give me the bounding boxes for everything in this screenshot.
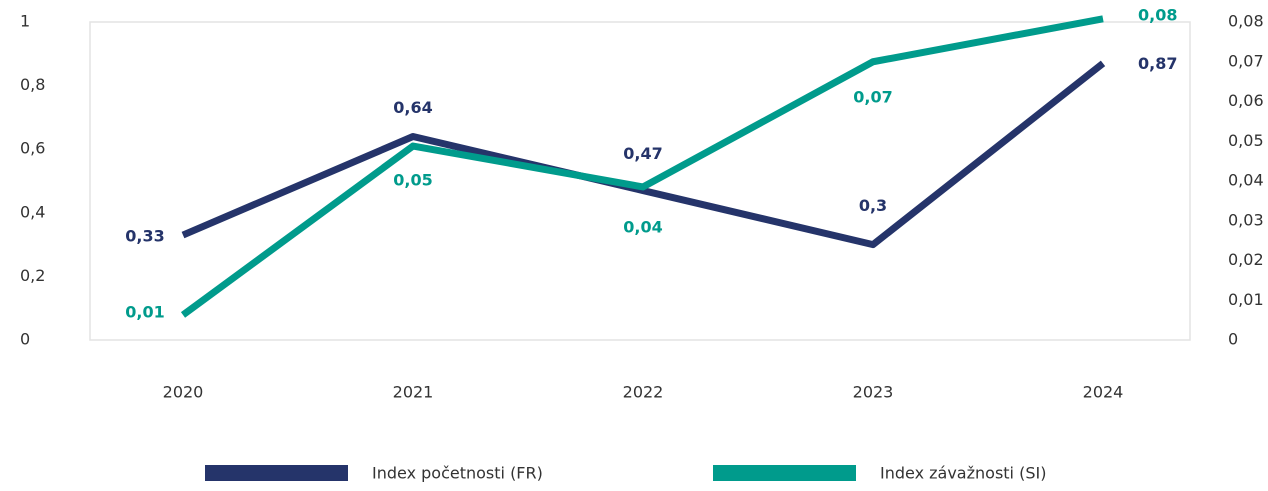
data-label: 0,3: [859, 196, 887, 215]
y2-tick-label: 0,06: [1228, 91, 1264, 110]
data-label: 0,01: [125, 302, 164, 321]
y-tick-label: 0: [20, 330, 30, 349]
legend-swatch: [205, 465, 348, 481]
y-tick-label: 0,4: [20, 202, 45, 221]
y-tick-label: 1: [20, 12, 30, 31]
y2-tick-label: 0,05: [1228, 131, 1264, 150]
legend-label: Index závažnosti (SI): [880, 464, 1046, 483]
x-tick-label: 2023: [853, 383, 894, 402]
x-tick-label: 2021: [393, 383, 434, 402]
data-label: 0,33: [125, 227, 164, 246]
data-label: 0,04: [623, 217, 662, 236]
legend-label: Index početnosti (FR): [372, 464, 543, 483]
y2-tick-label: 0,02: [1228, 250, 1264, 269]
data-label: 0,64: [393, 98, 432, 117]
data-label: 0,87: [1138, 54, 1177, 73]
y2-tick-label: 0,01: [1228, 290, 1264, 309]
y2-tick-label: 0,08: [1228, 12, 1264, 31]
y-tick-label: 0,6: [20, 139, 45, 158]
x-tick-label: 2024: [1083, 383, 1124, 402]
y2-tick-label: 0,03: [1228, 210, 1264, 229]
x-tick-label: 2022: [623, 383, 664, 402]
plot-frame: [89, 21, 1191, 341]
y2-tick-label: 0,04: [1228, 171, 1264, 190]
y-tick-label: 0,2: [20, 266, 45, 285]
y2-tick-label: 0: [1228, 330, 1238, 349]
series-line: [180, 15, 1104, 318]
x-tick-label: 2020: [163, 383, 204, 402]
data-label: 0,05: [393, 171, 432, 190]
data-label: 0,47: [623, 144, 662, 163]
legend-swatch: [713, 465, 856, 481]
series-line: [181, 60, 1106, 249]
y2-tick-label: 0,07: [1228, 51, 1264, 70]
data-label: 0,08: [1138, 5, 1177, 24]
data-label: 0,07: [853, 87, 892, 106]
y-tick-label: 0,8: [20, 75, 45, 94]
